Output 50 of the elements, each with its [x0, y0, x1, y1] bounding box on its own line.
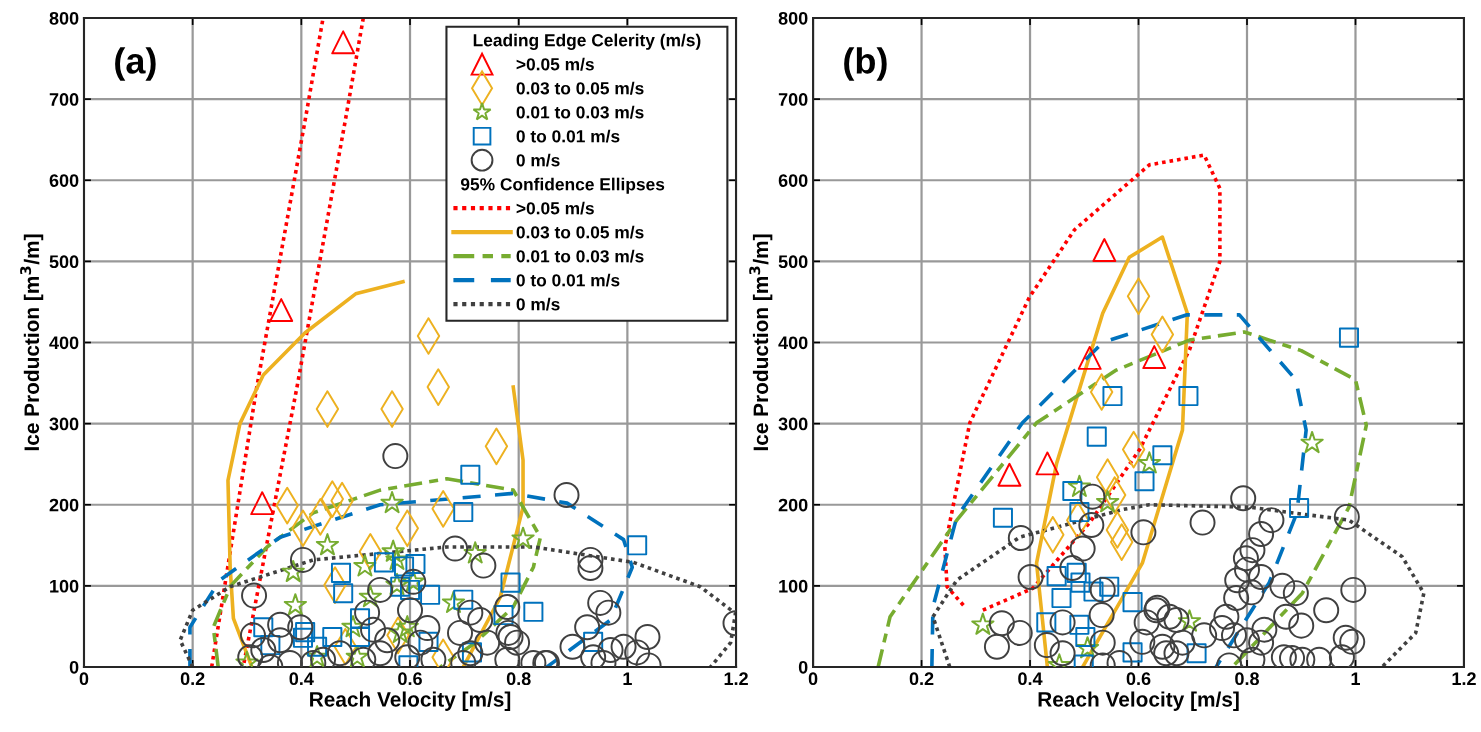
legend-label: 0 m/s — [516, 297, 560, 311]
legend-label: >0.05 m/s — [516, 57, 594, 71]
x-tick-label: 0.8 — [506, 672, 531, 686]
legend-label: 0.03 to 0.05 m/s — [516, 225, 644, 239]
x-tick-label: 0 — [79, 672, 89, 686]
y-tick-label: 800 — [778, 11, 808, 25]
y-tick-label: 700 — [778, 93, 808, 106]
legend-label: 0.01 to 0.03 m/s — [516, 105, 644, 119]
x-tick-label: 1.2 — [1452, 672, 1476, 685]
annotation: 95% Confidence Ellipses — [460, 177, 665, 194]
y-tick-label: 500 — [49, 255, 79, 269]
y-tick-label: 700 — [49, 93, 79, 106]
legend-label: 0.01 to 0.03 m/s — [516, 249, 644, 263]
y-tick-label: 400 — [778, 336, 808, 350]
annotation: (b) — [844, 47, 887, 81]
x-tick-label: 0.2 — [909, 672, 934, 686]
y-tick-label: 0 — [69, 660, 79, 674]
legend-label: 0 to 0.01 m/s — [516, 129, 620, 143]
x-tick-label: 0.4 — [289, 672, 314, 686]
x-tick-label: 0.8 — [1235, 672, 1259, 686]
y-tick-label: 200 — [49, 498, 79, 512]
x-tick-label: 0.6 — [398, 672, 422, 686]
y-tick-label: 600 — [778, 174, 808, 187]
x-tick-label: 0.4 — [1018, 672, 1043, 686]
y-tick-label: 800 — [49, 11, 79, 25]
x-tick-label: 1.2 — [724, 672, 748, 685]
x-tick-label: 0.2 — [180, 672, 205, 686]
y-tick-label: 200 — [778, 498, 808, 512]
x-axis-title: Reach Velocity [m/s] — [310, 691, 511, 711]
y-tick-label: 100 — [50, 579, 79, 593]
y-tick-label: 500 — [778, 255, 808, 269]
x-tick-label: 1 — [623, 672, 632, 685]
y-tick-label: 100 — [779, 579, 808, 593]
legend-label: >0.05 m/s — [516, 201, 594, 215]
y-tick-label: 300 — [778, 417, 808, 431]
legend-label: 0.03 to 0.05 m/s — [516, 81, 644, 95]
y-tick-label: 0 — [798, 660, 808, 674]
y-tick-label: 400 — [49, 336, 79, 350]
x-tick-label: 0 — [808, 672, 818, 686]
annotation: (a) — [115, 47, 156, 81]
y-axis-title: Ice Production [m$^{3}$/m] — [20, 234, 44, 451]
y-tick-label: 300 — [49, 417, 79, 431]
y-axis-title: Ice Production [m$^{3}$/m] — [749, 234, 773, 451]
y-tick-label: 600 — [49, 174, 79, 187]
x-axis-title: Reach Velocity [m/s] — [1038, 691, 1239, 711]
legend-label: 0 m/s — [516, 153, 560, 167]
x-tick-label: 0.6 — [1126, 672, 1151, 686]
legend-title: Leading Edge Celerity (m/s) — [473, 33, 701, 50]
legend-label: 0 to 0.01 m/s — [516, 273, 620, 287]
x-tick-label: 1 — [1351, 672, 1360, 685]
